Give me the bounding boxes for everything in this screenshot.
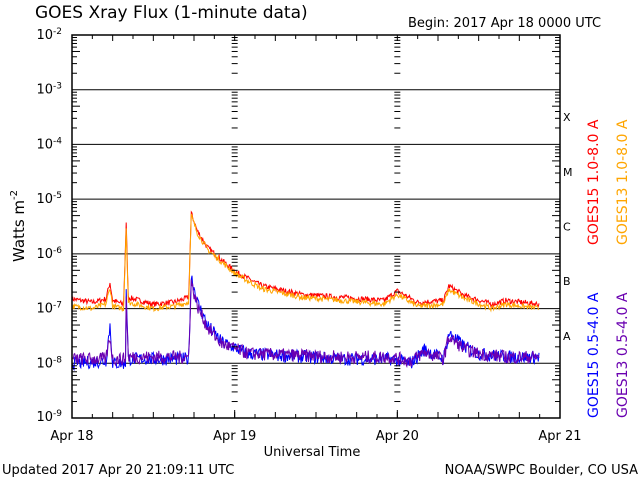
x-tick-label: Apr 21 <box>538 429 581 444</box>
y-tick-label: 10-9 <box>36 409 62 425</box>
x-axis-label: Universal Time <box>264 445 361 460</box>
y-tick-label: 10-3 <box>36 82 62 98</box>
x-tick-label: Apr 18 <box>50 429 93 444</box>
y-tick-label: 10-5 <box>36 191 62 207</box>
y-tick-label: 10-4 <box>36 136 62 152</box>
y-tick-label: 10-8 <box>36 355 62 371</box>
flare-class-label: C <box>563 221 571 234</box>
flare-class-label: X <box>563 111 571 124</box>
x-tick-label: Apr 19 <box>213 429 256 444</box>
flare-class-label: B <box>563 275 571 288</box>
begin-label: Begin: 2017 Apr 18 0000 UTC <box>408 16 601 31</box>
svg-text:Watts m-2: Watts m-2 <box>9 190 28 262</box>
series-group <box>71 210 540 371</box>
legend-entry: GOES13 0.5-4.0 A <box>615 292 631 418</box>
flare-class-label: M <box>563 166 573 179</box>
series-line <box>71 279 540 369</box>
chart-title: GOES Xray Flux (1-minute data) <box>35 3 308 23</box>
updated-label: Updated 2017 Apr 20 21:09:11 UTC <box>2 463 234 478</box>
grid <box>72 89 560 364</box>
legend-entry: GOES13 1.0-8.0 A <box>615 119 631 245</box>
legend-entry: GOES15 0.5-4.0 A <box>586 292 602 418</box>
flare-class-label: A <box>563 330 571 343</box>
y-tick-label: 10-2 <box>36 27 62 43</box>
y-axis-label: Watts m-2 <box>9 190 28 262</box>
credit-label: NOAA/SWPC Boulder, CO USA <box>445 463 638 478</box>
series-line <box>71 213 540 313</box>
x-tick-label: Apr 20 <box>376 429 419 444</box>
y-tick-label: 10-6 <box>36 246 62 262</box>
axes: 10-2 10-3 10-4 10-5 10-6 10-7 10-8 10-9 Apr 18 Ap… <box>36 27 581 444</box>
y-tick-label: 10-7 <box>36 301 62 317</box>
legend: GOES15 1.0-8.0 A GOES13 1.0-8.0 A GOES15 0… <box>586 119 631 418</box>
series-line <box>71 210 540 309</box>
legend-entry: GOES15 1.0-8.0 A <box>586 119 602 245</box>
